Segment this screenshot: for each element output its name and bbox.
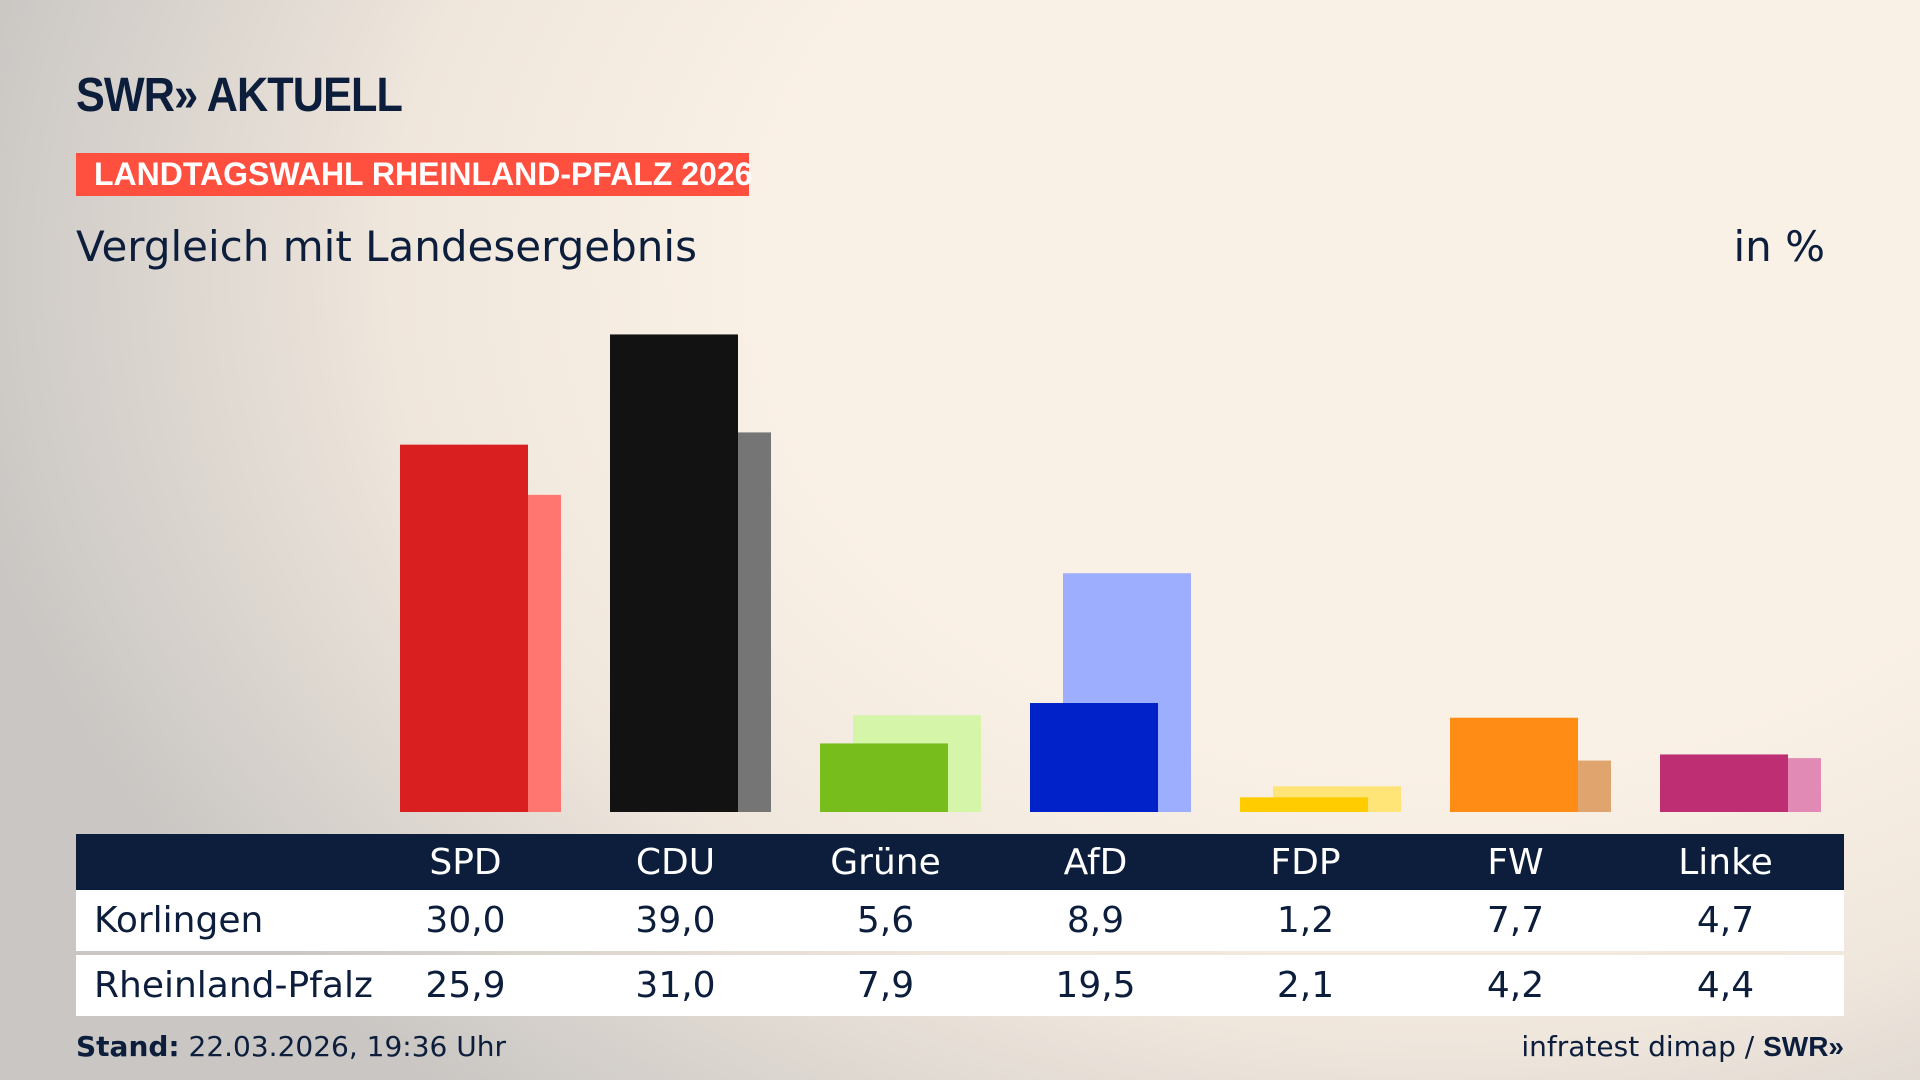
table-cell: 5,6	[856, 900, 915, 941]
bar-spd-local	[400, 444, 528, 812]
table-row: Korlingen 30,0 39,0 5,6 8,9 1,2 7,7 4,7	[76, 890, 1844, 951]
table-cell: 2,1	[1276, 965, 1335, 1006]
table-cell: 39,0	[635, 900, 716, 941]
chart-subtitle: Vergleich mit Landesergebnis	[76, 222, 697, 271]
table-row: Rheinland-Pfalz 25,9 31,0 7,9 19,5 2,1 4,2 4,4	[76, 955, 1844, 1016]
table-cell: 7,7	[1486, 900, 1545, 941]
table-cell: 19,5	[1055, 965, 1136, 1006]
column-header: Linke	[1678, 841, 1773, 883]
source: infratest dimap / SWR»	[1521, 1030, 1844, 1063]
row-label: Korlingen	[94, 900, 264, 941]
election-badge: LANDTAGSWAHL RHEINLAND-PFALZ 2026	[76, 153, 752, 196]
stand-label: Stand:	[76, 1030, 180, 1063]
source-text: infratest dimap /	[1521, 1030, 1764, 1063]
bar-chart	[400, 334, 1821, 812]
bar-fw-local	[1450, 717, 1578, 812]
bar-afd-local	[1030, 703, 1158, 812]
table-cell: 31,0	[635, 965, 716, 1006]
table-cell: 25,9	[425, 965, 506, 1006]
table-cell: 4,7	[1696, 900, 1755, 941]
column-header: Grüne	[830, 841, 941, 883]
timestamp: Stand: 22.03.2026, 19:36 Uhr	[76, 1030, 506, 1063]
column-header: SPD	[429, 841, 502, 883]
table-cell: 7,9	[856, 965, 915, 1006]
swr-logo: SWR»	[1763, 1031, 1844, 1062]
bar-linke-local	[1660, 754, 1788, 812]
unit-label: in %	[1733, 222, 1825, 271]
bar-fdp-local	[1240, 797, 1368, 812]
bar-cdu-local	[610, 334, 738, 812]
table-cell: 30,0	[425, 900, 506, 941]
stand-value: 22.03.2026, 19:36 Uhr	[179, 1030, 506, 1063]
table-cell: 4,4	[1696, 965, 1755, 1006]
column-header: FDP	[1270, 841, 1341, 883]
swr-aktuell-logo: SWR» AKTUELL	[76, 69, 403, 122]
column-header: AfD	[1063, 841, 1128, 883]
column-header: FW	[1487, 841, 1544, 883]
table-cell: 4,2	[1486, 965, 1545, 1006]
table-cell: 8,9	[1066, 900, 1125, 941]
column-header: CDU	[635, 841, 716, 883]
row-label: Rheinland-Pfalz	[94, 965, 373, 1006]
table-cell: 1,2	[1276, 900, 1335, 941]
bar-grüne-local	[820, 743, 948, 812]
table-header: SPD CDU Grüne AfD FDP FW Linke	[76, 834, 1844, 890]
